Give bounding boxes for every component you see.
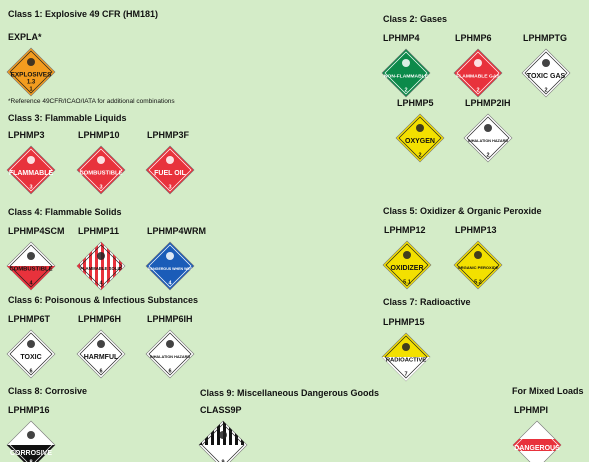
product-code: LPHMP6 bbox=[455, 33, 492, 43]
product-code: LPHMP6T bbox=[8, 314, 51, 324]
placard-class-number: 5.1 bbox=[403, 279, 411, 285]
placard-label: COMBUSTIBLE bbox=[80, 171, 123, 177]
product-code: LPHMP15 bbox=[383, 317, 425, 327]
placard-label: FLAMMABLE bbox=[9, 170, 54, 177]
placard-class-number: 3 bbox=[29, 184, 32, 190]
product-code: LPHMP10 bbox=[78, 130, 120, 140]
placard-class-number: 6 bbox=[99, 368, 102, 374]
section-title: Class 6: Poisonous & Infectious Substanc… bbox=[8, 295, 198, 305]
placard-class-number: 7 bbox=[404, 371, 407, 377]
placard-label: TOXIC GAS bbox=[527, 73, 566, 80]
placard-class-number: 5.2 bbox=[474, 279, 482, 285]
placard-label: FUEL OIL bbox=[154, 170, 186, 177]
placard-label: OXYGEN bbox=[405, 138, 435, 145]
product-code: LPHMP6H bbox=[78, 314, 121, 324]
placard-symbol bbox=[403, 251, 411, 259]
product-code: LPHMP4SCM bbox=[8, 226, 65, 236]
placard-label: FLAMMABLE GAS bbox=[456, 73, 500, 79]
product-code: LPHMP3F bbox=[147, 130, 190, 140]
page: {"sections": [ {"title": "Class 1: Explo… bbox=[0, 0, 589, 462]
placard-symbol bbox=[166, 340, 174, 348]
placard-symbol bbox=[542, 59, 550, 67]
placard-class-number: 1 bbox=[29, 86, 32, 92]
placard-class-number: 3 bbox=[99, 184, 102, 190]
product-code: CLASS9P bbox=[200, 405, 242, 415]
placard-class-number: 2 bbox=[418, 152, 421, 158]
placard-sheet: Class 1: Explosive 49 CFR (HM181) *Refere… bbox=[0, 0, 589, 462]
product-code: LPHMPI bbox=[514, 405, 548, 415]
placard-label: CORROSIVE bbox=[10, 450, 52, 457]
placard-label: TOXIC bbox=[20, 354, 41, 361]
section-title: Class 9: Miscellaneous Dangerous Goods bbox=[200, 388, 379, 398]
placard-symbol bbox=[474, 251, 482, 259]
section-title: For Mixed Loads bbox=[512, 386, 584, 396]
placard-symbol bbox=[416, 124, 424, 132]
placard-symbol bbox=[402, 59, 410, 67]
section-title: Class 8: Corrosive bbox=[8, 386, 87, 396]
footnote: *Reference 49CFR/ICAO/IATA for additiona… bbox=[8, 98, 175, 105]
placard-label: HARMFUL bbox=[84, 354, 119, 361]
placard-symbol bbox=[474, 59, 482, 67]
product-code: LPHMPTG bbox=[523, 33, 567, 43]
placard-class-number: 2 bbox=[486, 152, 489, 158]
product-code: LPHMP4WRM bbox=[147, 226, 206, 236]
product-code: LPHMP2IH bbox=[465, 98, 511, 108]
product-code: LPHMP5 bbox=[397, 98, 434, 108]
section-title: Class 7: Radioactive bbox=[383, 297, 471, 307]
placard-symbol bbox=[97, 340, 105, 348]
placard-symbol bbox=[27, 252, 35, 260]
placard-label: OXIDIZER bbox=[390, 265, 423, 272]
placard-label: ORGANIC PEROXIDE bbox=[458, 265, 499, 270]
placard-label: INHALATION HAZARD bbox=[468, 139, 508, 143]
placard-label: NON-FLAMMABLE bbox=[384, 73, 429, 79]
placard-symbol bbox=[27, 340, 35, 348]
placard-symbol bbox=[166, 252, 174, 260]
placard-symbol bbox=[27, 58, 35, 66]
section-title: Class 3: Flammable Liquids bbox=[8, 113, 127, 123]
placard-symbol bbox=[484, 124, 492, 132]
section-title: Class 1: Explosive 49 CFR (HM181) bbox=[8, 9, 158, 19]
product-code: LPHMP12 bbox=[384, 225, 426, 235]
placard-symbol bbox=[402, 343, 410, 351]
placard-class-number: 3 bbox=[168, 184, 171, 190]
placard-symbol bbox=[27, 156, 35, 164]
placard-label: RADIOACTIVE bbox=[386, 358, 426, 364]
product-code: LPHMP3 bbox=[8, 130, 45, 140]
section-title: Class 2: Gases bbox=[383, 14, 447, 24]
section-title: Class 5: Oxidizer & Organic Peroxide bbox=[383, 206, 542, 216]
placard-symbol bbox=[219, 431, 227, 439]
placard-symbol bbox=[97, 156, 105, 164]
placard-division: 1.3 bbox=[27, 80, 36, 86]
placard-label: INHALATION HAZARD bbox=[150, 355, 190, 359]
placard-symbol bbox=[533, 431, 541, 439]
placard-label: COMBUSTIBLE bbox=[10, 267, 53, 273]
product-code: LPHMP11 bbox=[78, 226, 119, 236]
placard-class-number: 6 bbox=[168, 368, 171, 374]
placard-symbol bbox=[97, 252, 105, 260]
placard-label: DANGEROUS WHEN WET bbox=[148, 267, 193, 271]
product-code: LPHMP13 bbox=[455, 225, 497, 235]
placard-symbol bbox=[27, 431, 35, 439]
placard-class-number: 2 bbox=[404, 87, 407, 93]
product-code: EXPLA* bbox=[8, 32, 42, 42]
product-code: LPHMP16 bbox=[8, 405, 50, 415]
placard-symbol bbox=[166, 156, 174, 164]
placard-label: FLAMMABLE SOLID bbox=[80, 266, 122, 271]
placard-class-number: 2 bbox=[544, 87, 547, 93]
placard-class-number: 6 bbox=[29, 368, 32, 374]
placard-class-number: 2 bbox=[476, 87, 479, 93]
product-code: LPHMP6IH bbox=[147, 314, 193, 324]
section-title: Class 4: Flammable Solids bbox=[8, 207, 122, 217]
placard-label: DANGEROUS bbox=[514, 445, 560, 452]
product-code: LPHMP4 bbox=[383, 33, 420, 43]
placard-label: EXPLOSIVES bbox=[11, 72, 52, 79]
